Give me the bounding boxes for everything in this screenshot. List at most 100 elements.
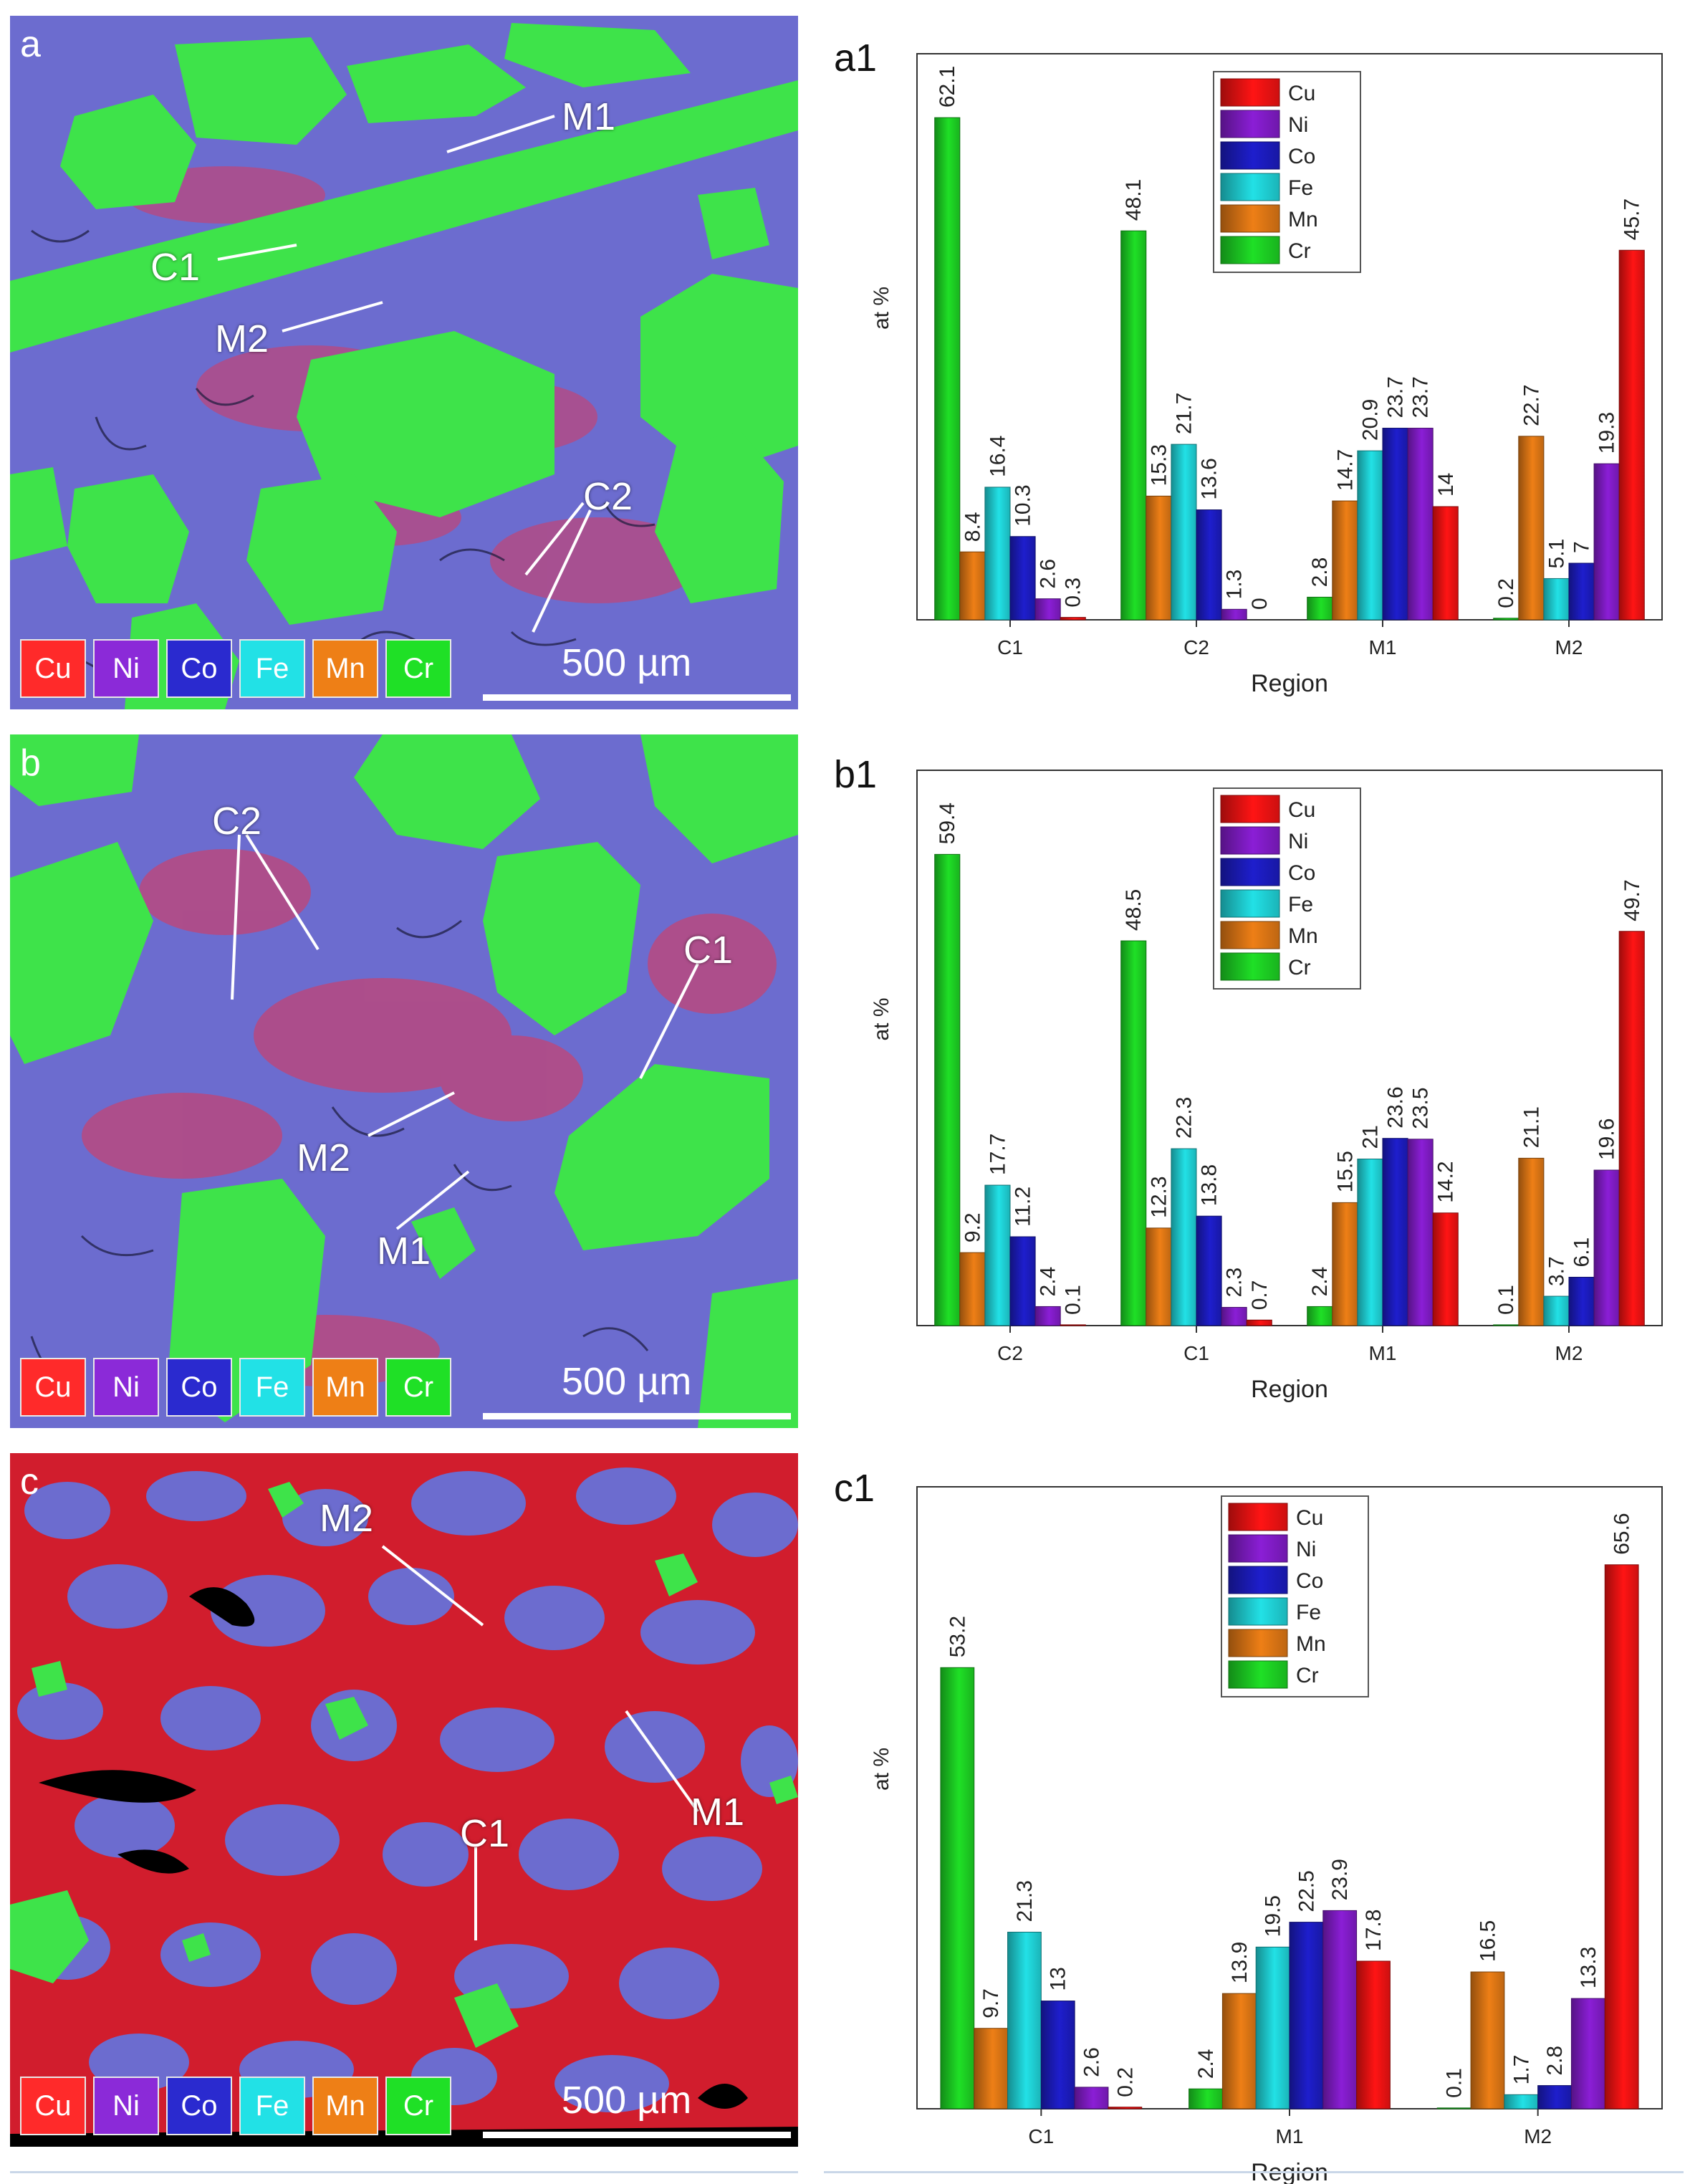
bar-co <box>1009 536 1036 621</box>
chip-fe: Fe <box>239 1358 305 1417</box>
map-c-phases <box>10 1467 798 2147</box>
map-a-scale-bar <box>483 694 791 701</box>
bar-co <box>1568 1276 1595 1326</box>
map-b-label-c2: C2 <box>212 800 262 843</box>
map-a-label-m1: M1 <box>562 95 616 138</box>
legend-swatch-co <box>1220 141 1280 170</box>
chip-co: Co <box>166 1358 232 1417</box>
bar-value-label: 19.3 <box>1595 412 1619 454</box>
bar-value-label: 9.7 <box>979 1988 1003 2018</box>
chip-ni: Ni <box>93 1358 159 1417</box>
bar-value-label: 23.5 <box>1409 1087 1433 1129</box>
bar-value-label: 9.2 <box>961 1212 984 1242</box>
bar-value-label: 53.2 <box>946 1616 969 1657</box>
bar-cu <box>1432 506 1459 621</box>
chip-cu: Cu <box>20 2077 86 2135</box>
bar-value-label: 22.3 <box>1172 1097 1196 1139</box>
legend-swatch-fe <box>1220 173 1280 201</box>
bar-value-label: 2.6 <box>1080 2047 1104 2077</box>
bar-mn <box>1146 1227 1172 1326</box>
bar-value-label: 13.3 <box>1577 1947 1600 1988</box>
map-a-label-m2: M2 <box>215 317 269 360</box>
legend-swatch-co <box>1220 858 1280 886</box>
bar-value-label: 16.5 <box>1476 1920 1499 1962</box>
bar-ni <box>1407 428 1434 621</box>
bar-ni <box>1593 463 1620 621</box>
bar-value-label: 8.4 <box>961 512 984 542</box>
bar-ni <box>1322 1910 1358 2109</box>
bar-value-label: 49.7 <box>1620 879 1644 921</box>
bar-fe <box>984 487 1011 621</box>
legend-swatch-cu <box>1220 795 1280 823</box>
chip-cr: Cr <box>385 639 451 698</box>
x-tick-label: M1 <box>1369 1342 1397 1364</box>
bar-cu <box>1432 1212 1459 1326</box>
map-c-label-c1: C1 <box>460 1812 510 1855</box>
legend-label-cu: Cu <box>1288 798 1315 822</box>
bar-value-label: 12.3 <box>1147 1176 1171 1217</box>
chart-frame <box>916 53 1663 621</box>
bar-fe <box>1171 1148 1197 1326</box>
bar-mn <box>959 551 986 621</box>
bar-fe <box>1357 1159 1383 1326</box>
map-c-letter: c <box>20 1461 39 1503</box>
legend-label-cu: Cu <box>1296 1506 1323 1530</box>
bar-cr <box>940 1667 975 2109</box>
bar-value-label: 22.5 <box>1295 1870 1318 1912</box>
bar-value-label: 2.4 <box>1037 1267 1060 1297</box>
bar-cu <box>1246 1319 1272 1326</box>
legend-label-ni: Ni <box>1288 113 1308 137</box>
bar-cu <box>1618 931 1645 1326</box>
bar-fe <box>1543 1295 1570 1326</box>
bar-ni <box>1034 1306 1061 1326</box>
chart-b1: C259.49.217.711.22.40.1C148.512.322.313.… <box>870 770 1663 1403</box>
legend-swatch-fe <box>1228 1597 1288 1626</box>
bar-ni <box>1221 1307 1247 1326</box>
chart-frame <box>916 770 1663 1326</box>
legend-label-co: Co <box>1296 1569 1323 1593</box>
chart-a1-title: a1 <box>834 37 878 80</box>
bar-ni <box>1407 1139 1434 1326</box>
eds-map-c: c M2 M1 C1 Cu Ni Co Fe Mn Cr 500 µm <box>10 1453 798 2147</box>
bar-mn <box>1518 1157 1545 1326</box>
bar-value-label: 13.8 <box>1198 1164 1221 1206</box>
legend-label-co: Co <box>1288 861 1315 885</box>
bar-value-label: 20.9 <box>1358 399 1382 441</box>
bar-value-label: 13 <box>1047 1967 1070 1991</box>
legend-swatch-cu <box>1228 1503 1288 1531</box>
legend-swatch-cu <box>1220 78 1280 107</box>
bar-value-label: 21.7 <box>1172 393 1196 434</box>
bar-value-label: 0.2 <box>1113 2067 1137 2097</box>
chip-mn: Mn <box>312 1358 378 1417</box>
bar-cr <box>1120 940 1147 1326</box>
bar-value-label: 1.7 <box>1509 2055 1533 2085</box>
bar-value-label: 62.1 <box>936 66 959 107</box>
x-tick-label: C1 <box>1028 2125 1054 2147</box>
bar-value-label: 21.3 <box>1013 1880 1037 1922</box>
legend-swatch-mn <box>1228 1629 1288 1657</box>
bar-value-label: 65.6 <box>1610 1513 1634 1554</box>
legend-label-mn: Mn <box>1288 924 1318 948</box>
chart-c1-title: c1 <box>834 1467 875 1510</box>
eds-map-a: a M1 C1 M2 C2 Cu Ni Co Fe Mn Cr 500 µm <box>10 16 798 709</box>
x-tick-label: M1 <box>1276 2125 1304 2147</box>
bar-value-label: 11.2 <box>1012 1187 1035 1227</box>
bar-value-label: 0.3 <box>1062 578 1085 608</box>
y-axis-title: at % <box>870 1748 893 1791</box>
bar-ni <box>1221 608 1247 621</box>
legend-label-co: Co <box>1288 145 1315 168</box>
legend-swatch-cr <box>1220 236 1280 264</box>
legend-label-fe: Fe <box>1296 1601 1321 1624</box>
chip-ni: Ni <box>93 639 159 698</box>
bar-cu <box>1060 1324 1086 1326</box>
map-b-label-m1: M1 <box>377 1230 431 1273</box>
legend-label-mn: Mn <box>1288 208 1318 231</box>
x-tick-label: M2 <box>1555 1342 1583 1364</box>
bar-cr <box>1436 2107 1471 2109</box>
legend-swatch-ni <box>1228 1534 1288 1563</box>
bar-co <box>1009 1236 1036 1326</box>
bar-value-label: 0.7 <box>1248 1280 1272 1311</box>
map-c-label-m2: M2 <box>320 1497 374 1540</box>
bar-value-label: 6.1 <box>1570 1237 1594 1268</box>
chip-fe: Fe <box>239 639 305 698</box>
